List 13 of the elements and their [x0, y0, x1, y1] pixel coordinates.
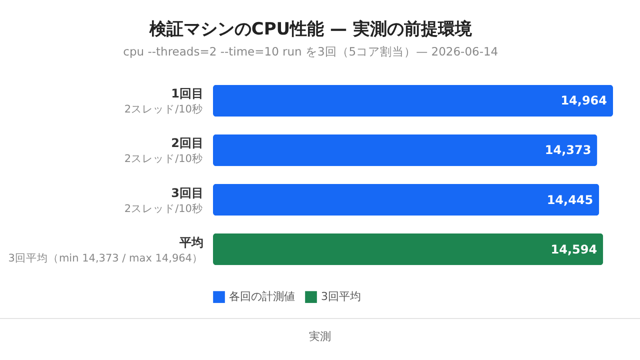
data-label: 14,445 — [546, 192, 594, 207]
data-label: 14,373 — [544, 143, 592, 158]
legend-label: 3回平均 — [321, 290, 361, 304]
data-label: 14,964 — [560, 94, 607, 108]
data-label: 14,594 — [550, 242, 598, 256]
chart-subtitle: cpu --threads=2 --time=10 run を3回（5コア割当）— 2026-06-14 — [123, 44, 498, 58]
category-label: 2回目 2スレッド/10秒 — [124, 136, 204, 166]
legend-label: 各回の計測値 — [229, 290, 295, 304]
category-label: 平均 3回平均（min 14,373 / max 14,964） — [8, 235, 204, 264]
text: 実測 — [0, 318, 640, 344]
category-label: 1回目 2スレッド/10秒 — [124, 86, 204, 116]
chart-title: 検証マシンのCPU性能 — 実測の前提環境 — [148, 20, 472, 40]
category-label: 3回目 2スレッド/10秒 — [124, 186, 204, 215]
